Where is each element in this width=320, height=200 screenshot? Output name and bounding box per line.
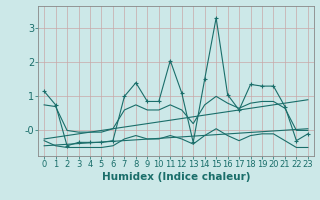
X-axis label: Humidex (Indice chaleur): Humidex (Indice chaleur) [102,172,250,182]
